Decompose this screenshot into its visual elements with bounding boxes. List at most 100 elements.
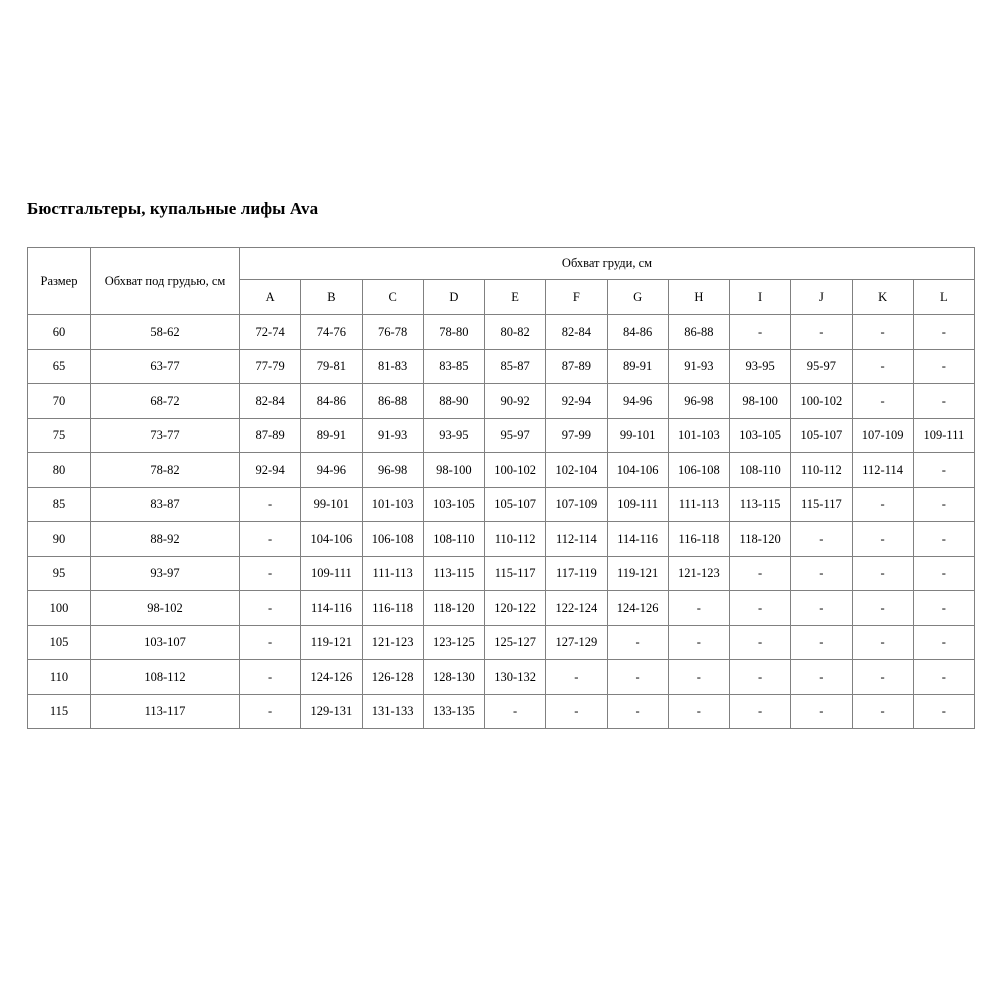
header-cup-c: C — [361, 279, 424, 315]
cell-bust-h: 96-98 — [667, 383, 731, 419]
cell-underbust: 113-117 — [90, 693, 240, 729]
cell-bust-i: 98-100 — [728, 383, 792, 419]
cell-bust-c: 101-103 — [361, 486, 424, 522]
cell-bust-b: 84-86 — [300, 383, 363, 419]
cell-bust-f: 102-104 — [545, 452, 608, 488]
cell-bust-e: 120-122 — [483, 590, 547, 626]
cell-bust-d: 83-85 — [422, 348, 486, 384]
cell-bust-d: 93-95 — [422, 417, 486, 453]
cell-bust-e: 95-97 — [483, 417, 547, 453]
header-cup-h: H — [667, 279, 731, 315]
cell-bust-f: 107-109 — [545, 486, 608, 522]
cell-bust-i: 113-115 — [728, 486, 792, 522]
cell-bust-j: 95-97 — [790, 348, 853, 384]
cell-size: 100 — [27, 590, 91, 626]
table-row: 70 68-72 82-84 84-86 86-88 88-90 90-92 92-94 94-… — [27, 383, 976, 419]
cell-bust-e: 100-102 — [483, 452, 547, 488]
cell-bust-d: 108-110 — [422, 521, 486, 557]
cell-bust-j: 110-112 — [790, 452, 853, 488]
cell-bust-e: 85-87 — [483, 348, 547, 384]
cell-bust-d: 88-90 — [422, 383, 486, 419]
cell-underbust: 88-92 — [90, 521, 240, 557]
cell-underbust: 58-62 — [90, 314, 240, 350]
cell-bust-f: 112-114 — [545, 521, 608, 557]
cell-bust-g: - — [606, 624, 669, 660]
table-row: 60 58-62 72-74 74-76 76-78 78-80 80-82 82-84 84-… — [27, 314, 976, 350]
cell-underbust: 98-102 — [90, 590, 240, 626]
cell-bust-i: - — [728, 555, 792, 591]
header-cup-a: A — [238, 279, 302, 315]
cell-bust-k: 107-109 — [851, 417, 914, 453]
cell-bust-k: - — [851, 590, 914, 626]
cell-bust-k: - — [851, 486, 914, 522]
cell-underbust: 63-77 — [90, 348, 240, 384]
header-cup-f: F — [545, 279, 608, 315]
cell-size: 80 — [27, 452, 91, 488]
cell-bust-i: 118-120 — [728, 521, 792, 557]
cell-bust-a: - — [238, 624, 302, 660]
cell-underbust: 68-72 — [90, 383, 240, 419]
cell-bust-c: 131-133 — [361, 693, 424, 729]
cell-bust-i: 103-105 — [728, 417, 792, 453]
cell-bust-f: 117-119 — [545, 555, 608, 591]
cell-bust-g: - — [606, 659, 669, 695]
header-cup-g: G — [606, 279, 669, 315]
header-cup-k: K — [851, 279, 914, 315]
cell-bust-e: 80-82 — [483, 314, 547, 350]
cell-bust-j: - — [790, 624, 853, 660]
cell-bust-i: - — [728, 590, 792, 626]
cell-bust-e: 110-112 — [483, 521, 547, 557]
header-cup-i: I — [728, 279, 792, 315]
cell-bust-g: 114-116 — [606, 521, 669, 557]
cell-bust-d: 103-105 — [422, 486, 486, 522]
cell-bust-g: 99-101 — [606, 417, 669, 453]
header-cup-l: L — [912, 279, 976, 315]
cell-bust-h: 111-113 — [667, 486, 731, 522]
cell-bust-l: - — [912, 659, 976, 695]
cell-size: 70 — [27, 383, 91, 419]
cell-bust-i: 108-110 — [728, 452, 792, 488]
cell-size: 115 — [27, 693, 91, 729]
cell-bust-k: - — [851, 555, 914, 591]
table-row: 110 108-112-124-126 126-128 128-130 130-132-… — [27, 659, 976, 695]
cell-underbust: 83-87 — [90, 486, 240, 522]
cell-bust-f: 127-129 — [545, 624, 608, 660]
cell-size: 85 — [27, 486, 91, 522]
cell-bust-d: 128-130 — [422, 659, 486, 695]
cell-bust-l: 109-111 — [912, 417, 976, 453]
cell-bust-g: - — [606, 693, 669, 729]
cell-underbust: 93-97 — [90, 555, 240, 591]
cell-bust-c: 81-83 — [361, 348, 424, 384]
cell-bust-i: - — [728, 314, 792, 350]
cell-bust-i: - — [728, 659, 792, 695]
cell-bust-f: 92-94 — [545, 383, 608, 419]
cell-bust-k: - — [851, 624, 914, 660]
cell-bust-b: 114-116 — [300, 590, 363, 626]
table-header: Размер Обхват под грудью, см Обхват груд… — [27, 247, 976, 315]
cell-bust-b: 89-91 — [300, 417, 363, 453]
cell-bust-c: 91-93 — [361, 417, 424, 453]
table-row: 100 98-102-114-116 116-118 118-120 120-122 12… — [27, 590, 976, 626]
header-row-top: Размер Обхват под грудью, см Обхват груд… — [27, 247, 975, 315]
header-underbust: Обхват под грудью, см — [90, 247, 240, 315]
cell-underbust: 78-82 — [90, 452, 240, 488]
cell-bust-f: 122-124 — [545, 590, 608, 626]
cell-bust-c: 96-98 — [361, 452, 424, 488]
cell-bust-a: - — [238, 659, 302, 695]
cell-bust-a: 72-74 — [238, 314, 302, 350]
table-body: 60 58-62 72-74 74-76 76-78 78-80 80-82 82-84 84-… — [27, 314, 976, 729]
cell-size: 90 — [27, 521, 91, 557]
table-row: 115 113-117-129-131 131-133 133-135- - - - - - - - — [27, 693, 976, 729]
cell-bust-e: 130-132 — [483, 659, 547, 695]
cell-bust-g: 109-111 — [606, 486, 669, 522]
header-bust-span: Обхват груди, см — [239, 247, 975, 280]
cell-bust-f: 97-99 — [545, 417, 608, 453]
header-cup-d: D — [422, 279, 486, 315]
cell-underbust: 108-112 — [90, 659, 240, 695]
table-row: 65 63-77 77-79 79-81 81-83 83-85 85-87 87-89 89-… — [27, 348, 976, 384]
cell-bust-a: - — [238, 590, 302, 626]
cell-bust-g: 84-86 — [606, 314, 669, 350]
cell-bust-l: - — [912, 693, 976, 729]
